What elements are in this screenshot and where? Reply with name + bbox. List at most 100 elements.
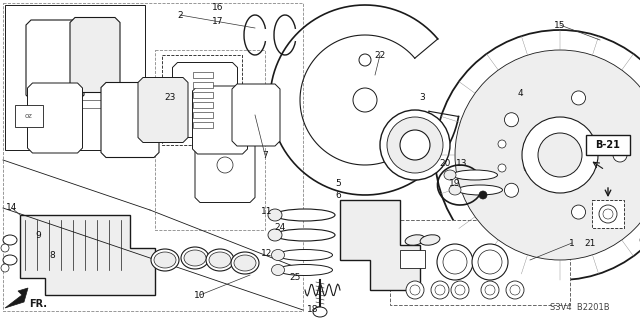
Ellipse shape bbox=[405, 235, 425, 245]
Ellipse shape bbox=[278, 264, 333, 276]
Circle shape bbox=[481, 281, 499, 299]
Circle shape bbox=[524, 140, 532, 148]
Text: 18: 18 bbox=[307, 306, 319, 315]
Ellipse shape bbox=[452, 170, 497, 180]
Ellipse shape bbox=[278, 249, 333, 261]
Circle shape bbox=[478, 250, 502, 274]
Ellipse shape bbox=[234, 255, 256, 271]
Circle shape bbox=[353, 88, 377, 112]
Polygon shape bbox=[26, 20, 84, 100]
Text: 11: 11 bbox=[261, 207, 273, 217]
Bar bbox=[400, 250, 425, 268]
Circle shape bbox=[455, 285, 465, 295]
Bar bbox=[15, 105, 43, 127]
Text: 24: 24 bbox=[275, 224, 285, 233]
Bar bbox=[592, 200, 624, 228]
Circle shape bbox=[410, 285, 420, 295]
Ellipse shape bbox=[455, 50, 640, 260]
Ellipse shape bbox=[268, 229, 282, 241]
Polygon shape bbox=[138, 78, 188, 143]
Bar bbox=[193, 102, 213, 108]
Circle shape bbox=[572, 91, 586, 105]
Circle shape bbox=[498, 140, 506, 148]
Circle shape bbox=[435, 285, 445, 295]
Circle shape bbox=[613, 148, 627, 162]
Text: 2: 2 bbox=[177, 11, 183, 19]
Ellipse shape bbox=[458, 185, 502, 195]
Text: FR.: FR. bbox=[29, 299, 47, 309]
Circle shape bbox=[472, 244, 508, 280]
Circle shape bbox=[504, 113, 518, 127]
Circle shape bbox=[599, 205, 617, 223]
Ellipse shape bbox=[380, 110, 450, 180]
Ellipse shape bbox=[271, 249, 285, 261]
Ellipse shape bbox=[400, 130, 430, 160]
Polygon shape bbox=[232, 84, 280, 146]
Text: 15: 15 bbox=[554, 20, 566, 29]
Text: 6: 6 bbox=[335, 191, 341, 201]
Circle shape bbox=[572, 205, 586, 219]
Ellipse shape bbox=[209, 252, 231, 268]
Ellipse shape bbox=[522, 117, 598, 193]
Text: 21: 21 bbox=[584, 239, 596, 248]
Text: 25: 25 bbox=[289, 273, 301, 283]
Polygon shape bbox=[20, 215, 155, 295]
Ellipse shape bbox=[313, 307, 327, 317]
Text: 4: 4 bbox=[517, 88, 523, 98]
Text: 10: 10 bbox=[195, 291, 205, 300]
Text: 20: 20 bbox=[439, 160, 451, 168]
Text: 12: 12 bbox=[261, 249, 273, 258]
Ellipse shape bbox=[275, 229, 335, 241]
Circle shape bbox=[406, 281, 424, 299]
Ellipse shape bbox=[154, 252, 176, 268]
Bar bbox=[162, 55, 242, 145]
Circle shape bbox=[485, 285, 495, 295]
Ellipse shape bbox=[271, 264, 285, 276]
Bar bbox=[193, 112, 213, 118]
Text: 13: 13 bbox=[456, 159, 468, 167]
Ellipse shape bbox=[3, 235, 17, 245]
Text: 5: 5 bbox=[335, 179, 341, 188]
Bar bbox=[193, 92, 213, 98]
Bar bbox=[390, 220, 570, 305]
Ellipse shape bbox=[184, 250, 206, 266]
Text: 19: 19 bbox=[449, 179, 461, 188]
Circle shape bbox=[479, 191, 487, 199]
Circle shape bbox=[504, 183, 518, 197]
Bar bbox=[193, 122, 213, 128]
Text: 17: 17 bbox=[212, 18, 224, 26]
Ellipse shape bbox=[275, 209, 335, 221]
Circle shape bbox=[603, 209, 613, 219]
Polygon shape bbox=[193, 86, 248, 154]
Circle shape bbox=[506, 281, 524, 299]
Polygon shape bbox=[70, 18, 120, 93]
Text: 3: 3 bbox=[419, 93, 425, 101]
Bar bbox=[5, 5, 145, 150]
Circle shape bbox=[437, 244, 473, 280]
Bar bbox=[193, 72, 213, 78]
Ellipse shape bbox=[206, 249, 234, 271]
Polygon shape bbox=[101, 83, 159, 158]
Bar bbox=[3, 3, 303, 311]
Ellipse shape bbox=[181, 247, 209, 269]
Text: 9: 9 bbox=[35, 231, 41, 240]
Polygon shape bbox=[28, 83, 83, 153]
Text: 14: 14 bbox=[6, 204, 18, 212]
Bar bbox=[586, 135, 630, 155]
Circle shape bbox=[217, 157, 233, 173]
Polygon shape bbox=[340, 200, 420, 290]
Ellipse shape bbox=[151, 249, 179, 271]
Ellipse shape bbox=[387, 117, 443, 173]
Ellipse shape bbox=[449, 185, 461, 195]
Ellipse shape bbox=[538, 133, 582, 177]
Circle shape bbox=[451, 281, 469, 299]
Text: 7: 7 bbox=[262, 151, 268, 160]
Text: 8: 8 bbox=[49, 250, 55, 259]
Text: 22: 22 bbox=[374, 50, 386, 60]
Circle shape bbox=[443, 250, 467, 274]
Polygon shape bbox=[195, 137, 255, 203]
Polygon shape bbox=[5, 288, 28, 308]
Text: S3V4  B2201B: S3V4 B2201B bbox=[550, 303, 610, 313]
Ellipse shape bbox=[3, 255, 17, 265]
Circle shape bbox=[524, 164, 532, 172]
